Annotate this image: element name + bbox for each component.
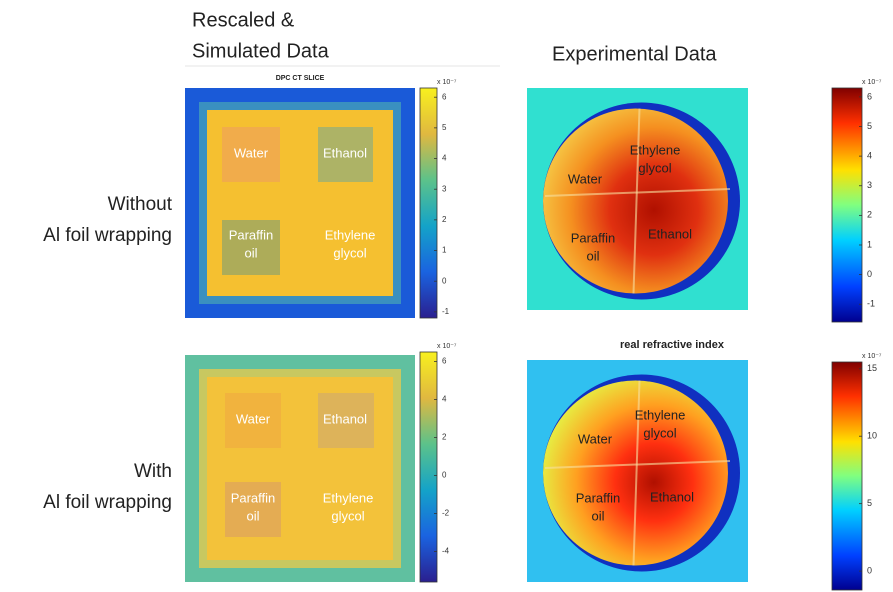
colorbar-tick-label: 0 <box>867 269 872 279</box>
colorbar-tick-label: 1 <box>442 246 447 255</box>
region-label: oil <box>586 248 599 263</box>
region-label: oil <box>591 508 604 523</box>
colorbar-tick-label: 15 <box>867 363 877 373</box>
heading: Simulated Data <box>192 40 330 62</box>
region-label: Ethanol <box>650 489 694 504</box>
colorbar-exponent: x 10⁻⁷ <box>437 79 457 86</box>
region-label: Ethylene <box>325 227 376 242</box>
colorbar-tick-label: 0 <box>867 565 872 575</box>
colorbar-tick-label: 2 <box>867 210 872 220</box>
row-label: Without <box>108 194 173 215</box>
colorbar-tick-label: 6 <box>442 357 447 366</box>
figure: Rescaled & Simulated Data Experimental D… <box>0 0 893 592</box>
colorbar-tick-label: -2 <box>442 509 450 518</box>
region-label: Ethanol <box>323 411 367 426</box>
colorbar-exponent: x 10⁻⁷ <box>437 343 457 350</box>
region-label: Ethanol <box>323 145 367 160</box>
colorbar-tick-label: 5 <box>867 498 872 508</box>
region-label: Water <box>578 431 613 446</box>
panel-title: DPC CT SLICE <box>276 75 325 82</box>
colorbar-tick-label: 0 <box>442 471 447 480</box>
colorbar-tick-label: 2 <box>442 433 447 442</box>
colorbar <box>832 362 862 590</box>
colorbar-tick-label: 6 <box>867 91 872 101</box>
colorbar <box>832 88 862 322</box>
colorbar-exponent: x 10⁻⁷ <box>862 353 882 360</box>
colorbar-tick-label: -1 <box>867 299 875 309</box>
region-label: glycol <box>331 508 364 523</box>
region-label: Ethylene <box>630 142 681 157</box>
region-label: Ethanol <box>648 226 692 241</box>
colorbar <box>420 352 437 582</box>
colorbar-tick-label: 2 <box>442 215 447 224</box>
colorbar-tick-label: 3 <box>442 184 447 193</box>
colorbar-tick-label: 5 <box>867 121 872 131</box>
heading: Rescaled & <box>192 9 295 31</box>
region-label: Ethylene <box>323 490 374 505</box>
colorbar-tick-label: -1 <box>442 307 450 316</box>
colorbar <box>420 88 437 318</box>
region-label: glycol <box>638 160 671 175</box>
region-label: Paraffin <box>229 227 274 242</box>
colorbar-exponent: x 10⁻⁷ <box>862 79 882 86</box>
colorbar-tick-label: 6 <box>442 92 447 101</box>
region-label: glycol <box>643 425 676 440</box>
colorbar-tick-label: 4 <box>442 154 447 163</box>
colorbar-tick-label: 3 <box>867 180 872 190</box>
colorbar-tick-label: 0 <box>442 276 447 285</box>
region-label: Paraffin <box>576 490 621 505</box>
region-label: Paraffin <box>231 490 276 505</box>
region-label: Water <box>234 145 269 160</box>
region-label: Ethylene <box>635 407 686 422</box>
panel-title: real refractive index <box>620 339 725 351</box>
colorbar-tick-label: 10 <box>867 431 877 441</box>
region-label: Water <box>568 171 603 186</box>
row-label: With <box>134 461 172 482</box>
region-label: Paraffin <box>571 230 616 245</box>
region-label: Water <box>236 411 271 426</box>
region-label: oil <box>246 508 259 523</box>
row-label: Al foil wrapping <box>43 225 172 246</box>
colorbar-tick-label: -4 <box>442 547 450 556</box>
region-label: oil <box>244 245 257 260</box>
heading: Experimental Data <box>552 43 717 65</box>
region-label: glycol <box>333 245 366 260</box>
colorbar-tick-label: 1 <box>867 239 872 249</box>
colorbar-tick-label: 4 <box>442 395 447 404</box>
colorbar-tick-label: 5 <box>442 123 447 132</box>
colorbar-tick-label: 4 <box>867 151 872 161</box>
row-label: Al foil wrapping <box>43 492 172 513</box>
